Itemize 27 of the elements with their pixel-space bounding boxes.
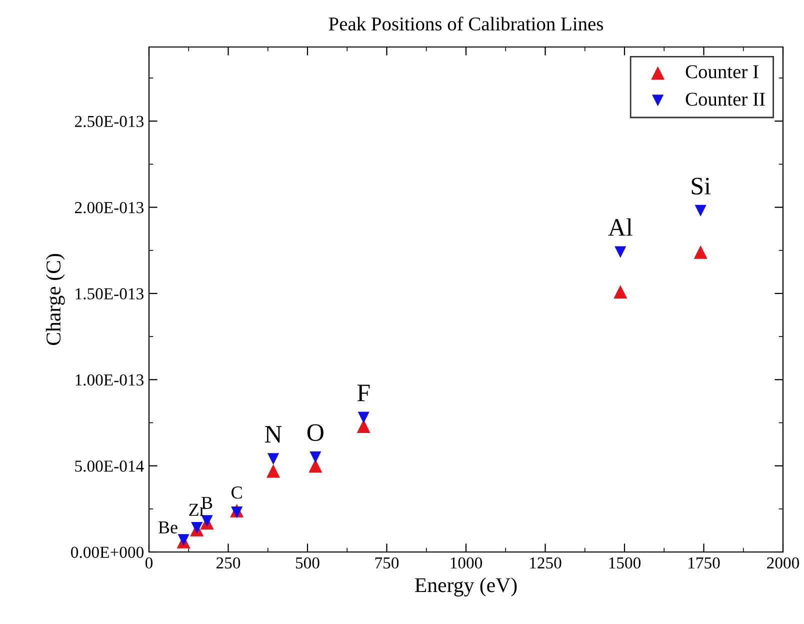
y-tick-label: 1.50E-013 [76, 288, 144, 300]
y-tick-label: 2.00E-013 [74, 202, 144, 214]
annotation: Al [608, 218, 632, 236]
x-tick-label: 1250 [530, 557, 562, 569]
x-tick-label: 1750 [688, 557, 720, 569]
y-tick-label: 2.50E-013 [74, 116, 144, 128]
y-tick-label: 1.00E-013 [76, 374, 144, 386]
chart-title: Peak Positions of Calibration Lines [328, 16, 604, 31]
x-tick-label: 2000 [767, 557, 800, 569]
legend-label: Counter II [686, 92, 765, 106]
x-tick-label: 250 [216, 557, 240, 569]
annotation: C [232, 486, 242, 499]
x-axis-title: Energy (eV) [415, 578, 517, 596]
annotation: N [264, 426, 282, 442]
x-tick-label: 1000 [450, 557, 482, 569]
legend-label: Counter I [686, 65, 758, 78]
y-axis-title: Charge (C) [46, 254, 65, 346]
annotation: Si [692, 178, 711, 195]
annotation: Be [158, 521, 178, 534]
annotation: O [307, 424, 324, 442]
x-tick-label: 500 [296, 557, 320, 569]
y-tick-label: 5.00E-014 [75, 460, 144, 472]
y-tick-label: 0.00E+000 [71, 546, 144, 558]
x-tick-label: 750 [375, 557, 399, 569]
x-tick-label: 0 [145, 557, 153, 569]
x-tick-label: 1500 [609, 557, 641, 569]
annotation: F [357, 384, 370, 402]
